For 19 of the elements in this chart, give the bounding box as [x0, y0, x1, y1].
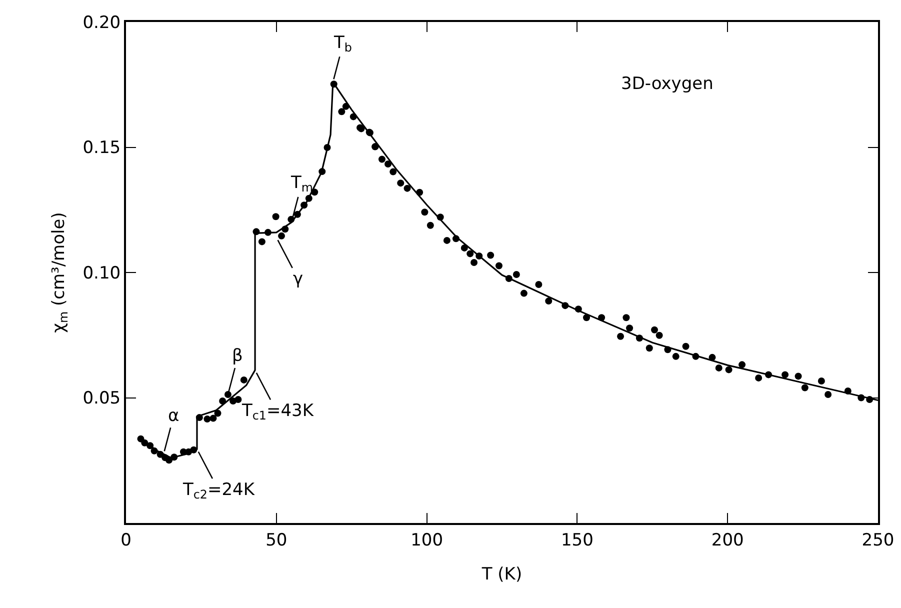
annotation: T$_{m}$ — [290, 173, 313, 195]
annotation: γ — [293, 269, 304, 289]
y-tick-label: 0.05 — [82, 388, 121, 409]
y-tick-label: 0.20 — [82, 12, 121, 33]
annotation: 3D-oxygen — [621, 74, 714, 94]
x-tick-label: 0 — [120, 530, 132, 550]
y-tick-label: 0.15 — [82, 138, 121, 158]
x-tick-label: 150 — [560, 530, 594, 550]
x-tick-label: 200 — [711, 530, 744, 550]
x-tick-label: 250 — [862, 530, 894, 550]
annotation: T$_{c2}$=24K — [182, 480, 256, 502]
x-tick-label: 50 — [266, 530, 288, 550]
y-tick-label: 0.10 — [82, 263, 121, 284]
x-tick-label: 100 — [410, 530, 444, 550]
x-axis-title: T (K) — [480, 564, 522, 584]
annotation: α — [168, 406, 180, 426]
annotation: T$_{b}$ — [333, 33, 352, 55]
annotation: T$_{c1}$=43K — [241, 401, 314, 423]
annotation: β — [232, 346, 243, 366]
